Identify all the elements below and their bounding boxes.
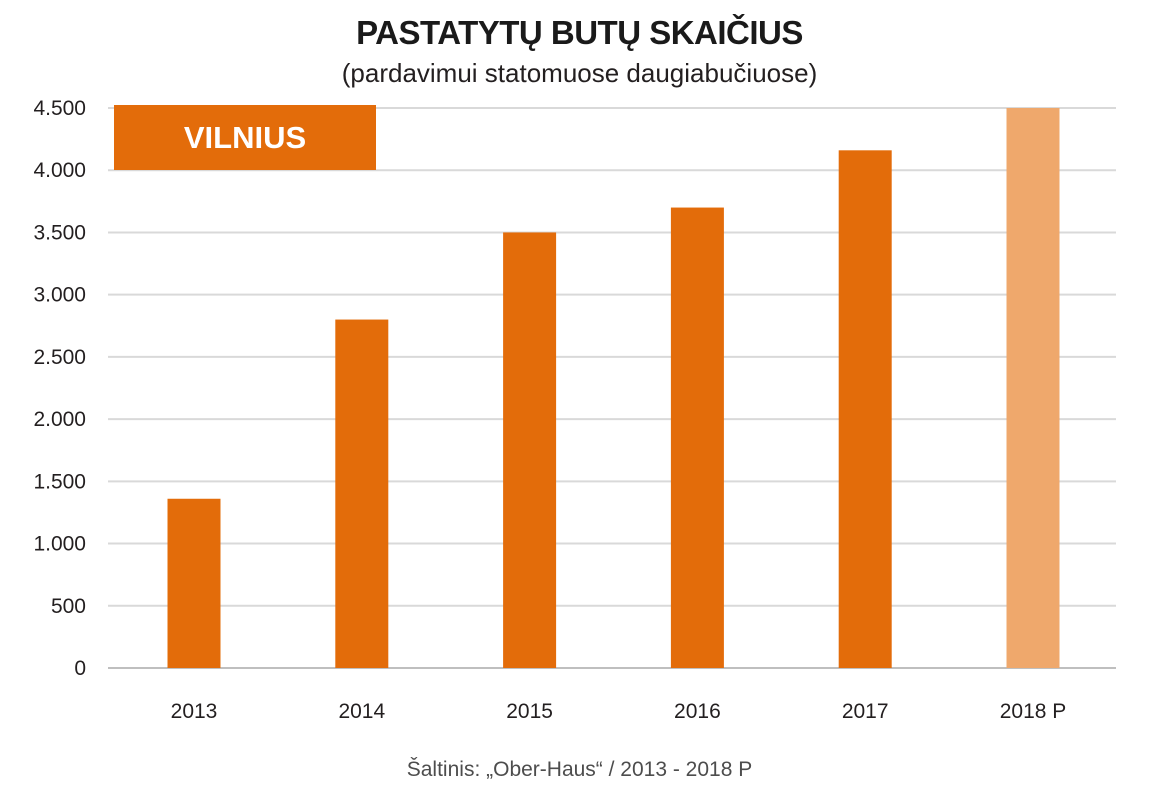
y-tick-label: 0 — [74, 657, 86, 680]
bar-2013 — [167, 498, 221, 668]
x-tick-label: 2017 — [842, 700, 889, 723]
bar-2014 — [335, 319, 389, 668]
y-tick-label: 1.500 — [33, 470, 86, 493]
bar-2017 — [838, 150, 892, 669]
y-tick-label: 2.500 — [33, 346, 86, 369]
y-tick-label: 3.000 — [33, 284, 86, 307]
city-badge: VILNIUS — [114, 105, 376, 170]
bars — [167, 108, 1060, 669]
x-tick-label: 2018 P — [1000, 700, 1067, 723]
y-tick-label: 2.000 — [33, 408, 86, 431]
y-tick-label: 1.000 — [33, 533, 86, 556]
city-badge-label: VILNIUS — [184, 120, 306, 155]
chart-subtitle: (pardavimui statomuose daugiabučiuose) — [341, 58, 818, 88]
x-tick-label: 2016 — [674, 700, 721, 723]
y-tick-label: 4.000 — [33, 159, 86, 182]
x-tick-label: 2013 — [171, 700, 218, 723]
bar-2016 — [670, 207, 724, 669]
bar-2015 — [503, 232, 557, 668]
bar-2018-p — [1006, 108, 1060, 668]
x-axis-ticks: 2013 2014 2015 2016 2017 2018 P — [171, 700, 1067, 723]
x-tick-label: 2014 — [338, 700, 385, 723]
chart-title: PASTATYTŲ BUTŲ SKAIČIUS — [356, 14, 803, 51]
city-badge-box — [114, 105, 376, 170]
y-tick-label: 3.500 — [33, 221, 86, 244]
chart-source: Šaltinis: „Ober-Haus“ / 2013 - 2018 P — [406, 758, 753, 781]
x-tick-label: 2015 — [506, 700, 553, 723]
gridlines — [108, 107, 1116, 669]
y-tick-label: 4.500 — [33, 97, 86, 120]
y-axis-ticks: 0 500 1.000 1.500 2.000 2.500 3.000 3.500 4.000 4… — [33, 97, 86, 680]
y-tick-label: 500 — [51, 595, 86, 618]
